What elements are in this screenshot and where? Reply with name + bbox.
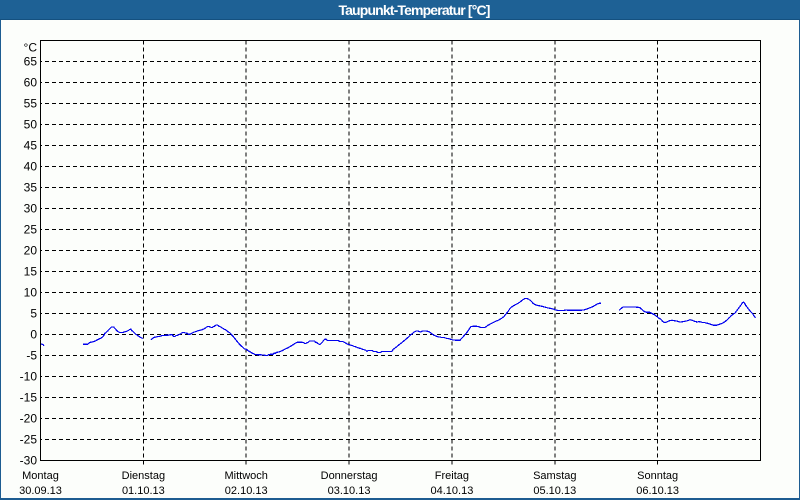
- svg-text:05.10.13: 05.10.13: [533, 485, 576, 497]
- svg-text:60: 60: [24, 76, 38, 90]
- svg-text:Mittwoch: Mittwoch: [225, 470, 268, 482]
- svg-text:30.09.13: 30.09.13: [19, 485, 62, 497]
- svg-text:5: 5: [30, 307, 37, 321]
- svg-text:15: 15: [24, 265, 38, 279]
- svg-text:02.10.13: 02.10.13: [225, 485, 268, 497]
- svg-text:06.10.13: 06.10.13: [636, 485, 679, 497]
- svg-text:30: 30: [24, 202, 38, 216]
- svg-text:25: 25: [24, 223, 38, 237]
- svg-text:°C: °C: [24, 41, 38, 55]
- svg-text:10: 10: [24, 286, 38, 300]
- svg-text:65: 65: [24, 55, 38, 69]
- svg-text:55: 55: [24, 97, 38, 111]
- svg-text:03.10.13: 03.10.13: [328, 485, 371, 497]
- svg-text:0: 0: [30, 328, 37, 342]
- svg-text:-20: -20: [20, 412, 38, 426]
- svg-text:20: 20: [24, 244, 38, 258]
- svg-text:Dienstag: Dienstag: [122, 470, 165, 482]
- svg-text:-10: -10: [20, 370, 38, 384]
- svg-text:45: 45: [24, 139, 38, 153]
- svg-text:Montag: Montag: [22, 470, 59, 482]
- svg-text:Sonntag: Sonntag: [637, 470, 678, 482]
- svg-text:01.10.13: 01.10.13: [122, 485, 165, 497]
- svg-text:Samstag: Samstag: [533, 470, 576, 482]
- svg-text:40: 40: [24, 160, 38, 174]
- svg-text:50: 50: [24, 118, 38, 132]
- svg-text:-30: -30: [20, 454, 38, 468]
- svg-text:-25: -25: [20, 433, 38, 447]
- svg-text:35: 35: [24, 181, 38, 195]
- svg-text:Freitag: Freitag: [435, 470, 469, 482]
- svg-text:Donnerstag: Donnerstag: [321, 470, 378, 482]
- svg-text:04.10.13: 04.10.13: [431, 485, 474, 497]
- svg-text:-5: -5: [26, 349, 37, 363]
- svg-text:-15: -15: [20, 391, 38, 405]
